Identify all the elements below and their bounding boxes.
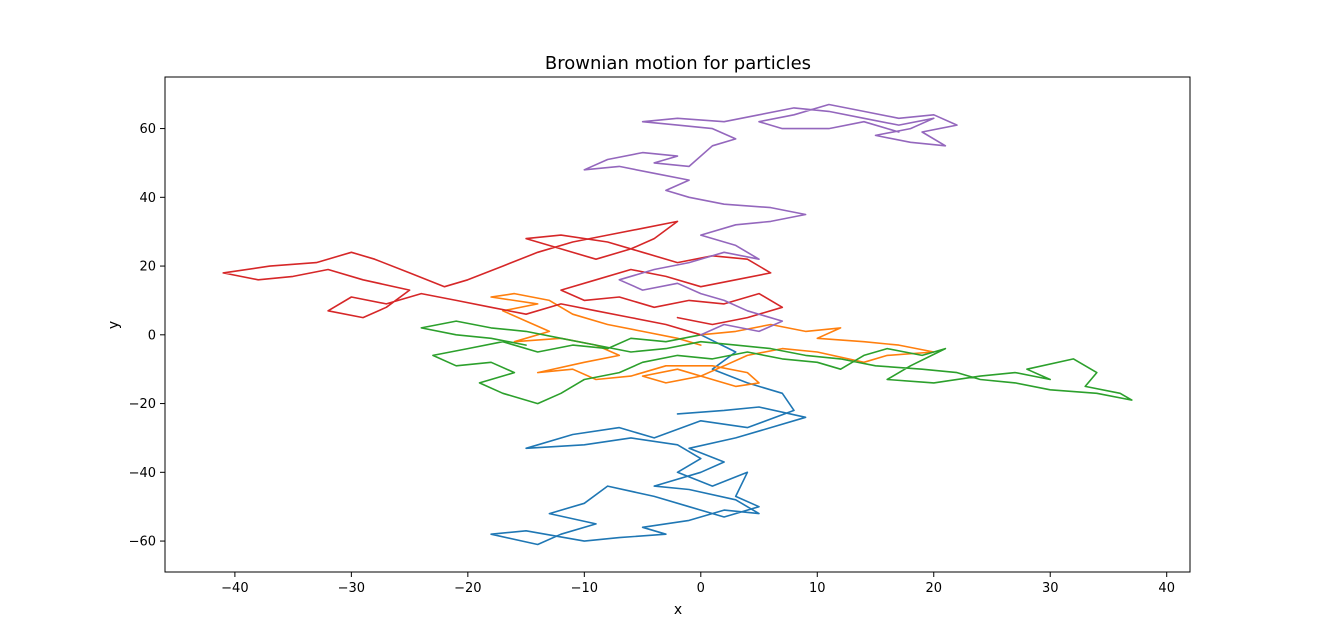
x-tick-label: −30 xyxy=(338,581,365,596)
y-tick-label: −60 xyxy=(129,535,156,550)
y-tick-label: 0 xyxy=(148,328,156,343)
y-tick-label: −20 xyxy=(129,397,156,412)
x-tick-label: 40 xyxy=(1158,581,1175,596)
x-axis-label: x xyxy=(674,602,682,618)
y-axis-label: y xyxy=(106,321,122,329)
plot-area xyxy=(222,103,1133,546)
chart-title: Brownian motion for particles xyxy=(545,53,811,74)
y-tick-label: 60 xyxy=(139,122,156,137)
series-line-2 xyxy=(490,292,935,388)
axes-border xyxy=(164,76,1191,573)
x-tick-label: −20 xyxy=(454,581,481,596)
x-tick-label: 0 xyxy=(697,581,705,596)
x-tick-label: 10 xyxy=(809,581,826,596)
x-tick-label: 30 xyxy=(1042,581,1059,596)
x-tick-label: −40 xyxy=(221,581,248,596)
x-axis-ticks: −40 −30 −20 −10 0 10 20 30 40 xyxy=(221,572,1175,596)
series-line-1 xyxy=(490,334,807,546)
x-tick-label: −10 xyxy=(571,581,598,596)
y-tick-label: 20 xyxy=(139,260,156,275)
axes-frame xyxy=(164,76,1191,573)
series-line-5 xyxy=(583,103,958,336)
series-line-4 xyxy=(222,220,784,336)
y-axis-ticks: −60 −40 −20 0 20 40 60 xyxy=(129,122,165,550)
y-tick-label: −40 xyxy=(129,466,156,481)
y-tick-label: 40 xyxy=(139,191,156,206)
x-tick-label: 20 xyxy=(925,581,942,596)
series-line-3 xyxy=(420,320,1133,405)
